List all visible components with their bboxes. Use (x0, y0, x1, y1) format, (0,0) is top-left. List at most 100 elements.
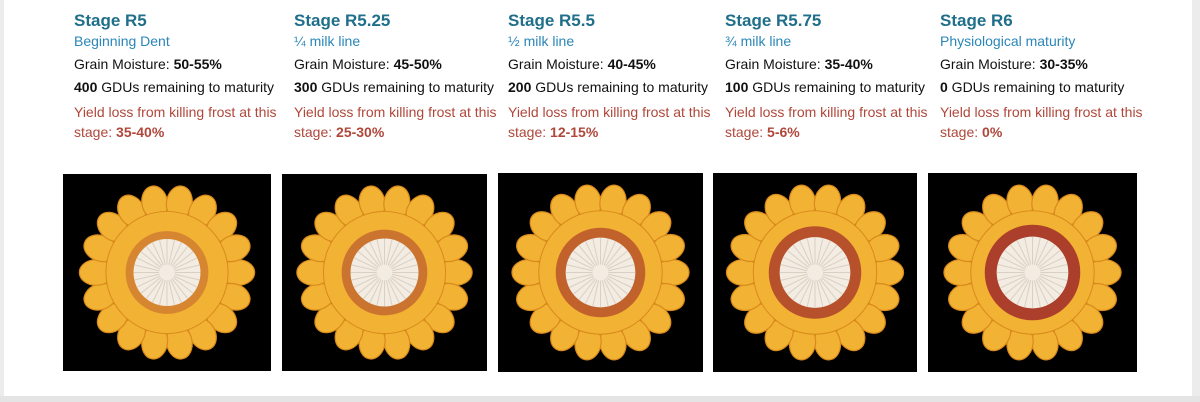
corn-image-r5 (63, 174, 271, 371)
cob-fiber (572, 250, 595, 268)
cob-fiber (792, 278, 811, 301)
loss-value: 0% (982, 124, 1003, 140)
cob-fiber (606, 277, 629, 295)
cob-fiber (145, 245, 163, 267)
cob-fiber (780, 264, 808, 272)
cob-fiber (1040, 273, 1068, 281)
cob-fiber (1038, 277, 1061, 296)
cob-fiber (174, 264, 200, 272)
cob-fiber (391, 275, 416, 288)
cob-fiber (357, 277, 379, 295)
gdu-remaining: 400 GDUs remaining to maturity (74, 78, 274, 96)
cob-fiber (353, 275, 378, 288)
cob-fiber (170, 242, 183, 266)
gdu-remaining: 0 GDUs remaining to maturity (940, 78, 1140, 96)
cob-fiber (806, 237, 814, 265)
cob-fiber (592, 238, 600, 265)
cob-fiber (584, 279, 598, 305)
cob-fiber (171, 278, 189, 300)
page-edge-bottom (0, 396, 1200, 402)
gdu-text: GDUs remaining to maturity (97, 79, 274, 95)
gdu-remaining: 200 GDUs remaining to maturity (508, 78, 708, 96)
cob-fiber (376, 280, 384, 306)
loss-value: 35-40% (116, 124, 165, 140)
cob-fiber (578, 278, 596, 301)
loss-value: 25-30% (336, 124, 385, 140)
cob-fiber (389, 245, 407, 267)
cob-fiber (392, 264, 418, 272)
cob-fiber (806, 280, 814, 308)
cob-fiber (820, 277, 843, 295)
page-edge-right (1192, 0, 1200, 402)
grain-moisture: Grain Moisture: 40-45% (508, 55, 723, 73)
cob-fiber (1016, 279, 1030, 305)
cob-fiber (782, 256, 809, 270)
cob-fiber (387, 241, 400, 266)
loss-text: Yield loss from killing frost at this st… (508, 104, 711, 140)
cob-fiber (369, 279, 382, 304)
cob-fiber (1037, 278, 1056, 301)
moisture-label: Grain Moisture: (725, 56, 825, 72)
stage-title: Stage R5 (74, 11, 147, 30)
cob-fiber (159, 280, 166, 306)
cob-fiber (387, 279, 400, 304)
gdu-text: GDUs remaining to maturity (317, 79, 494, 95)
gdu-value: 200 (508, 79, 532, 95)
stage-subtitle: ¾ milk line (725, 33, 792, 49)
cob-fiber (787, 277, 810, 295)
cob-fiber (151, 242, 164, 266)
cob-fiber (362, 278, 380, 300)
cob-fiber (603, 240, 617, 266)
grain-moisture: Grain Moisture: 35-40% (725, 55, 940, 73)
cob-fiber (799, 240, 812, 266)
moisture-label: Grain Moisture: (294, 56, 394, 72)
cob-fiber (1004, 277, 1027, 296)
cob-fiber (601, 238, 609, 265)
moisture-value: 45-50% (393, 56, 442, 72)
cob-fiber (605, 278, 623, 301)
cob-fiber (568, 275, 594, 289)
cob-fiber (605, 244, 623, 267)
cob-fiber (1009, 278, 1028, 301)
cob-fiber (357, 250, 379, 268)
stage-subtitle: Physiological maturity (940, 33, 1076, 49)
cob-fiber (145, 278, 163, 300)
cob-fiber (159, 239, 166, 265)
yield-loss: Yield loss from killing frost at this st… (74, 102, 289, 142)
cob-fiber (1035, 279, 1049, 305)
cob-fiber (820, 250, 843, 268)
cob-fiber (1004, 249, 1027, 268)
gdu-text: GDUs remaining to maturity (531, 79, 708, 95)
cob-fiber (134, 264, 160, 272)
cob-fiber (390, 250, 412, 268)
moisture-value: 35-40% (824, 56, 873, 72)
cob-fiber (134, 273, 160, 281)
stage-subtitle: Beginning Dent (74, 33, 170, 49)
loss-value: 12-15% (550, 124, 599, 140)
cob-fiber (818, 279, 831, 305)
cob-fiber (389, 278, 407, 300)
cob-fiber (584, 240, 598, 266)
cob-fiber (1039, 256, 1065, 270)
stage-column-r5-25: Stage R5.25 ¼ milk line Grain Moisture: … (294, 10, 509, 142)
cob-fiber (816, 237, 824, 265)
corn-image-r5-75 (713, 173, 917, 372)
cob-fiber (1024, 280, 1032, 308)
grain-moisture: Grain Moisture: 30-35% (940, 55, 1155, 73)
gdu-value: 300 (294, 79, 318, 95)
cob-fiber (353, 257, 378, 270)
moisture-label: Grain Moisture: (74, 56, 174, 72)
gdu-value: 100 (725, 79, 749, 95)
cob-fiber (174, 273, 200, 281)
cob-fiber (799, 279, 812, 305)
yield-loss: Yield loss from killing frost at this st… (294, 102, 509, 142)
stage-column-r5-5: Stage R5.5 ½ milk line Grain Moisture: 4… (508, 10, 723, 142)
cob-fiber (1033, 237, 1041, 265)
cob-fiber (819, 278, 838, 301)
moisture-label: Grain Moisture: (508, 56, 608, 72)
moisture-label: Grain Moisture: (940, 56, 1040, 72)
corn-image-r6 (928, 173, 1137, 372)
cob-fiber (606, 250, 629, 268)
cob-fiber (792, 244, 811, 267)
cob-fiber (608, 264, 635, 272)
